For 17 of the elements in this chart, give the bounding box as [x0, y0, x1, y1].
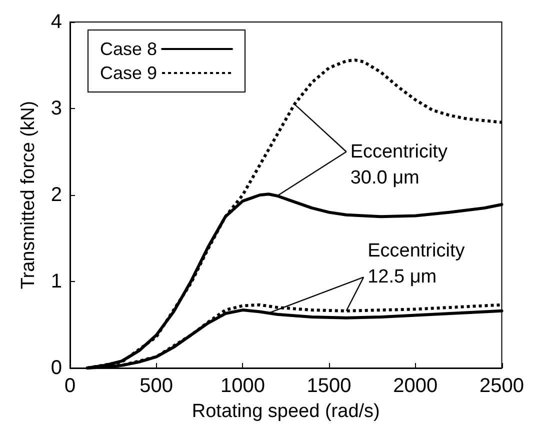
x-tick-label: 2000: [393, 375, 438, 397]
x-tick-label: 500: [140, 375, 174, 397]
y-tick-label: 4: [50, 11, 62, 33]
x-tick-label: 1000: [220, 375, 265, 397]
x-tick-label: 2500: [480, 375, 524, 397]
y-axis-title: Transmitted force (kN): [18, 100, 39, 290]
x-axis-title: Rotating speed (rad/s): [192, 401, 380, 422]
legend-label: Case 9: [100, 63, 158, 83]
x-tick-label: 1500: [306, 375, 352, 397]
legend-label: Case 8: [100, 39, 158, 59]
annotation: Eccentricity 30.0 μm: [350, 141, 448, 188]
y-tick-label: 3: [50, 98, 62, 120]
x-tick-label: 0: [64, 375, 76, 397]
annotation: Eccentricity 12.5 μm: [368, 240, 466, 288]
y-tick-label: 0: [50, 357, 62, 379]
y-tick-label: 1: [50, 270, 62, 292]
y-tick-label: 2: [50, 184, 62, 206]
